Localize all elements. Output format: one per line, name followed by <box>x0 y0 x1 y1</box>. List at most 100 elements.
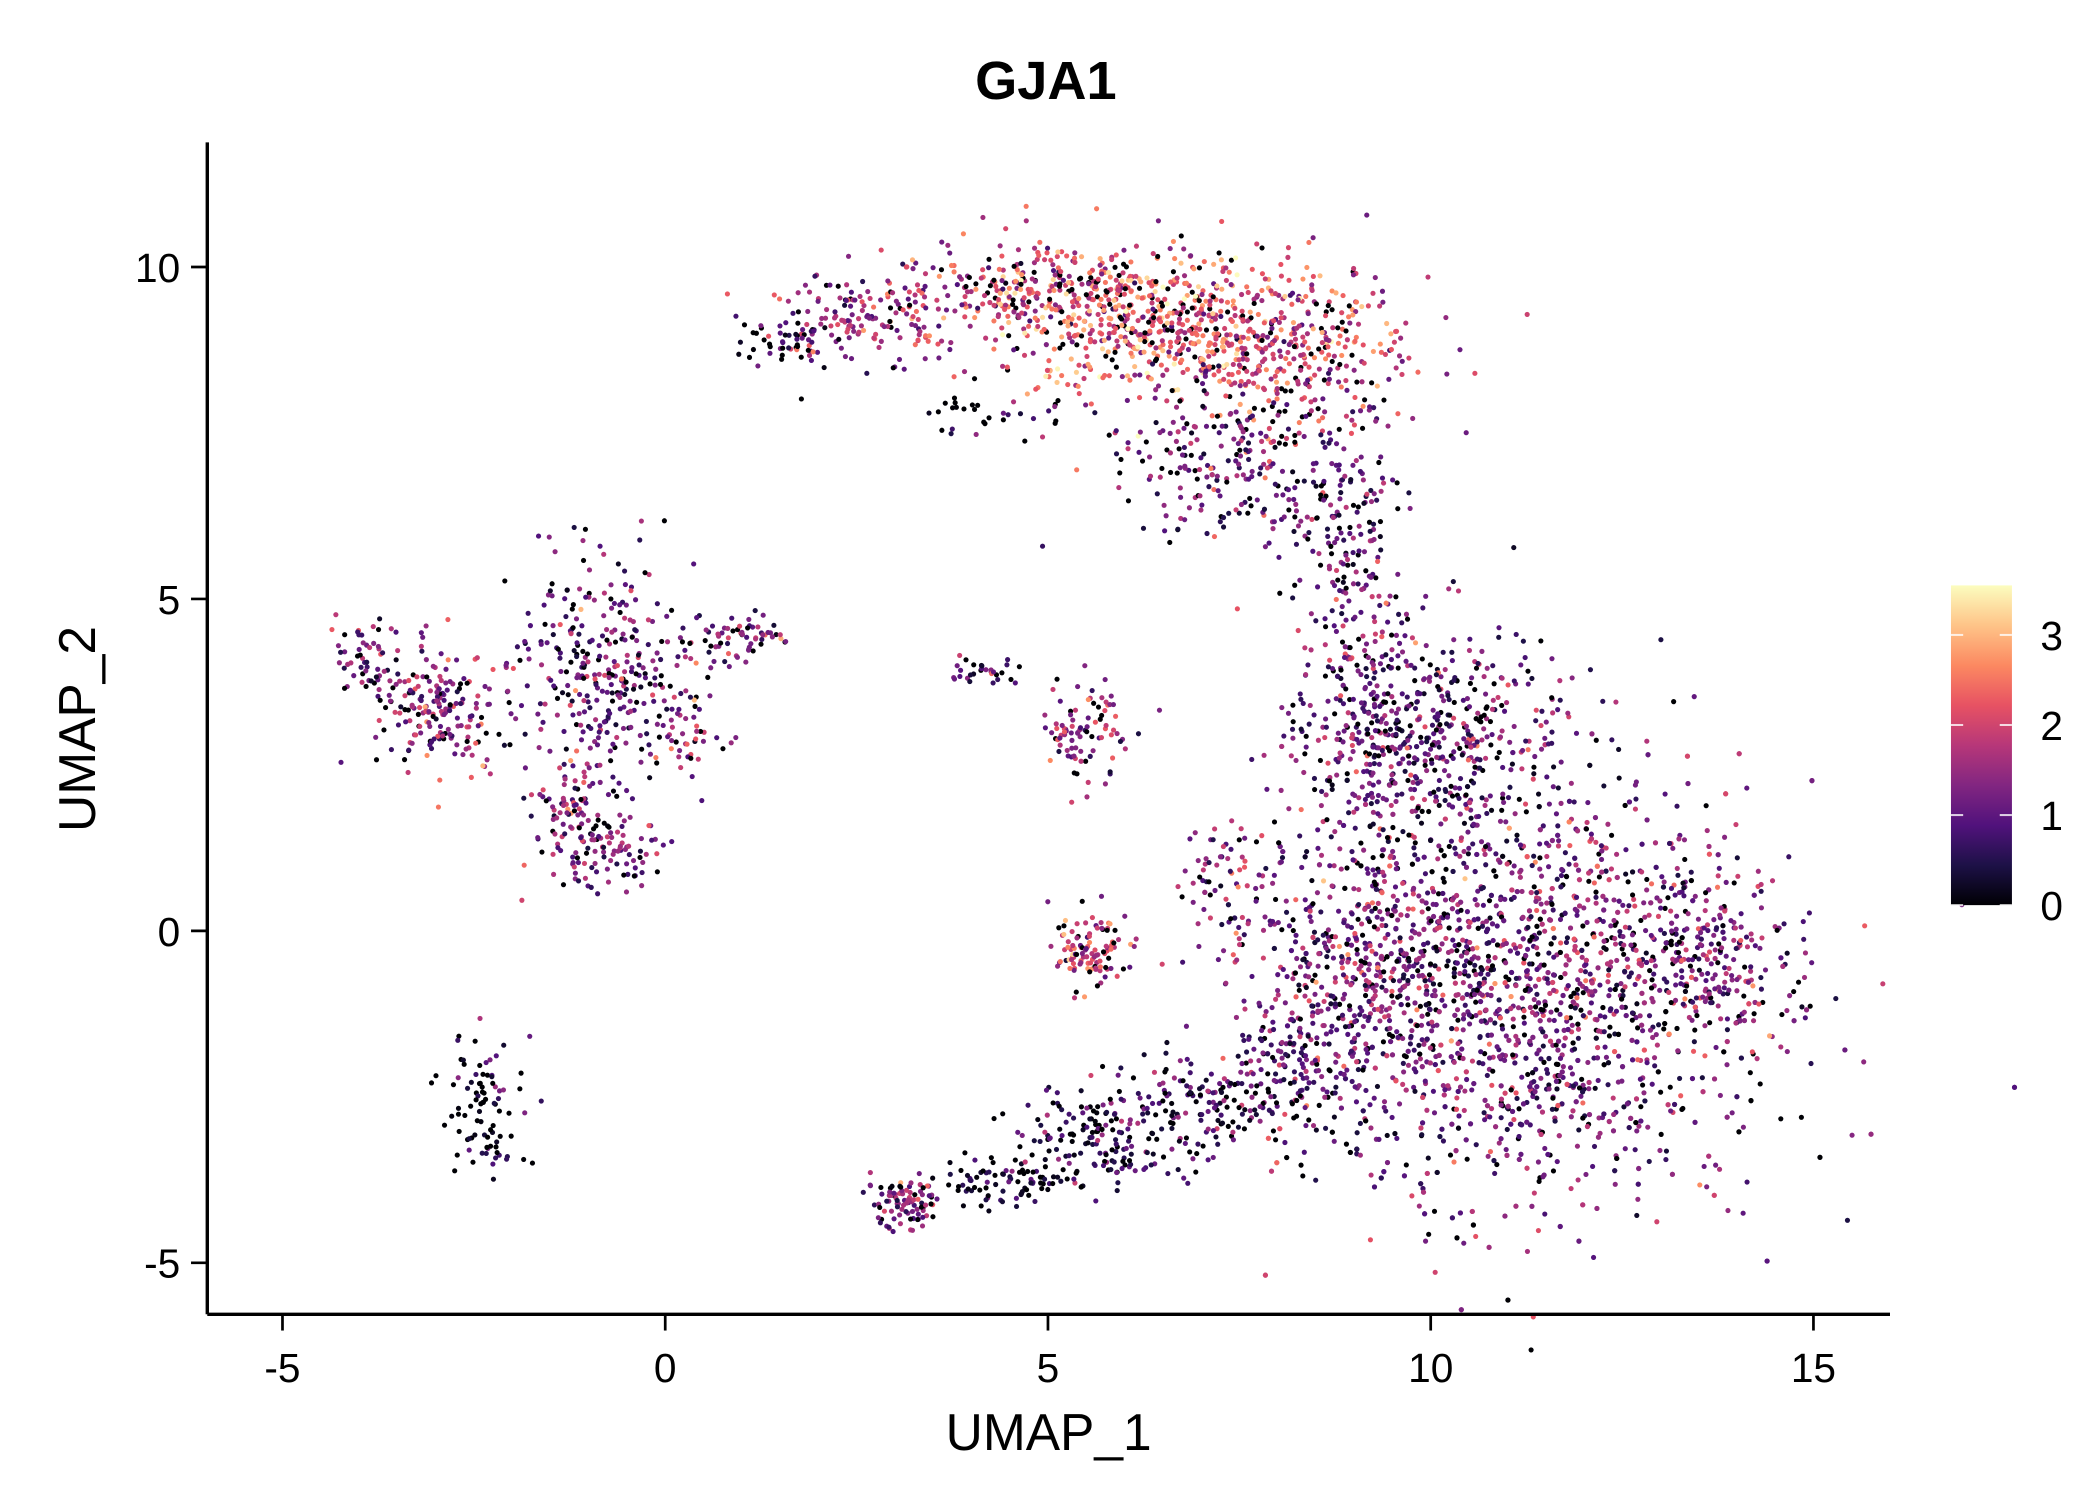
data-point <box>1347 524 1353 530</box>
data-point <box>1254 241 1260 247</box>
data-point <box>1663 1009 1669 1015</box>
data-point <box>1558 800 1564 806</box>
data-point <box>1155 218 1161 224</box>
data-point <box>1576 1127 1582 1133</box>
data-point <box>1401 1069 1407 1075</box>
data-point <box>1354 1146 1360 1152</box>
data-point <box>1742 964 1748 970</box>
data-point <box>1658 1089 1664 1095</box>
data-point <box>950 405 956 411</box>
data-point <box>1391 339 1397 345</box>
data-point <box>1685 781 1691 787</box>
data-point <box>1298 367 1304 373</box>
data-point <box>1147 454 1153 460</box>
data-point <box>1422 978 1428 984</box>
data-point <box>1079 281 1085 287</box>
data-point <box>1112 349 1118 355</box>
data-point <box>1181 444 1187 451</box>
data-point <box>1596 1028 1602 1034</box>
data-point <box>1184 317 1190 323</box>
data-point <box>1244 368 1250 374</box>
data-point <box>1520 1101 1527 1107</box>
data-point <box>1425 940 1431 946</box>
data-point <box>1298 352 1304 358</box>
data-point <box>1451 677 1457 683</box>
data-point <box>1307 914 1313 920</box>
data-point <box>997 290 1003 296</box>
data-point <box>1576 877 1583 883</box>
data-point <box>1101 337 1107 343</box>
data-point <box>1333 290 1339 296</box>
data-point <box>1479 923 1486 929</box>
data-point <box>936 355 942 361</box>
data-point <box>1019 310 1025 316</box>
data-point <box>1352 960 1358 966</box>
data-point <box>1503 1146 1509 1153</box>
data-point <box>1370 770 1376 776</box>
data-point <box>1010 301 1016 307</box>
data-point <box>1318 909 1324 915</box>
data-point <box>1271 400 1277 406</box>
data-point <box>1474 756 1480 762</box>
data-point <box>1125 498 1132 504</box>
data-point <box>1614 851 1620 857</box>
data-point <box>1146 319 1152 325</box>
data-point <box>1463 1137 1469 1143</box>
data-point <box>1393 328 1399 335</box>
data-point <box>1260 407 1266 413</box>
data-point <box>1355 504 1361 510</box>
data-point <box>1355 321 1362 327</box>
data-point <box>1140 525 1147 531</box>
data-point <box>1216 363 1222 369</box>
data-point <box>1597 1013 1603 1019</box>
data-point <box>1561 1027 1567 1033</box>
data-point <box>1305 662 1311 668</box>
data-point <box>1648 932 1654 939</box>
data-point <box>1387 593 1393 599</box>
data-point <box>1469 675 1475 681</box>
data-point <box>1087 270 1093 276</box>
data-point <box>1186 327 1192 333</box>
data-point <box>1365 792 1371 798</box>
data-point <box>1050 277 1056 283</box>
data-point <box>1183 1023 1190 1029</box>
data-point <box>1362 397 1368 403</box>
data-point <box>1323 313 1329 319</box>
data-point <box>1551 972 1557 978</box>
data-point <box>1106 373 1112 379</box>
data-point <box>1466 924 1472 930</box>
data-point <box>1369 900 1376 906</box>
data-point <box>999 277 1005 284</box>
data-point <box>1584 1123 1591 1130</box>
data-point <box>1418 734 1424 740</box>
data-point <box>1611 917 1617 924</box>
data-point <box>1744 785 1750 791</box>
data-point <box>1728 918 1734 924</box>
data-point <box>1438 729 1444 735</box>
data-point <box>1612 1168 1618 1174</box>
data-point <box>1333 567 1340 574</box>
data-point <box>1343 686 1349 692</box>
data-point <box>1171 361 1177 367</box>
data-point <box>1702 907 1708 914</box>
data-point <box>1192 293 1199 299</box>
data-point <box>1351 886 1357 892</box>
data-point <box>1566 798 1573 804</box>
data-point <box>1575 828 1581 834</box>
data-point <box>1555 1047 1561 1053</box>
data-point <box>1731 957 1737 963</box>
data-point <box>1306 529 1312 536</box>
data-point <box>1188 452 1194 458</box>
data-point <box>1612 941 1619 947</box>
data-point <box>1375 811 1381 817</box>
data-point <box>1162 296 1168 302</box>
data-point <box>1524 854 1530 860</box>
data-point <box>1113 252 1119 258</box>
data-point <box>1304 264 1310 270</box>
data-point <box>1345 1031 1351 1037</box>
data-point <box>1477 999 1484 1005</box>
data-point <box>1302 645 1308 651</box>
data-point <box>1393 798 1399 805</box>
data-point <box>953 404 959 410</box>
data-point <box>1223 980 1229 986</box>
